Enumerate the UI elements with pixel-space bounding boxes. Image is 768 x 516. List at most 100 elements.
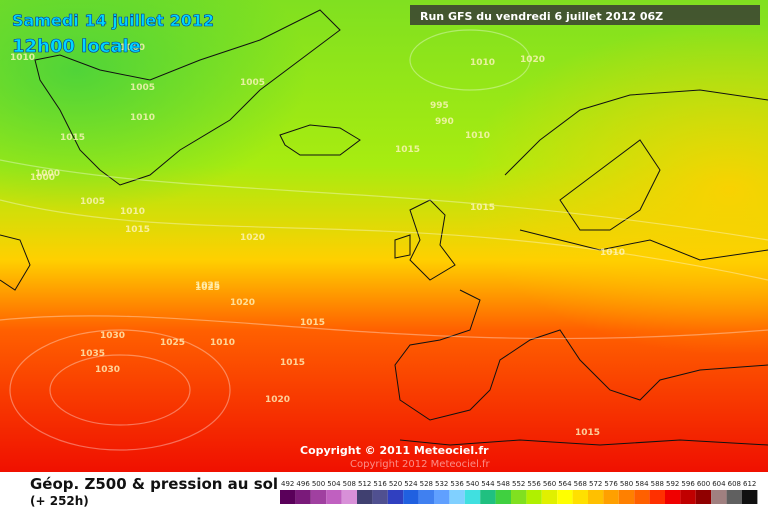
scale-label: 504 — [327, 480, 341, 488]
pressure-label: 1010 — [10, 53, 35, 63]
scale-label: 508 — [343, 480, 356, 488]
scale-swatch — [310, 490, 327, 504]
scale-swatch — [649, 490, 665, 504]
scale-swatch — [603, 490, 619, 504]
scale-swatch — [711, 490, 727, 504]
run-text: Run GFS du vendredi 6 juillet 2012 06Z — [420, 10, 663, 23]
pressure-label: 1015 — [395, 145, 420, 155]
scale-label: 604 — [712, 480, 726, 488]
scale-swatch — [357, 490, 373, 504]
pressure-label: 1035 — [80, 349, 105, 359]
pressure-label: 1020 — [240, 233, 265, 243]
scale-label: 536 — [450, 480, 464, 488]
scale-swatch — [326, 490, 342, 504]
pressure-label: 1025 — [195, 283, 220, 293]
scale-label: 556 — [527, 480, 541, 488]
scale-swatch — [449, 490, 465, 504]
scale-swatch — [511, 490, 527, 504]
scale-label: 588 — [651, 480, 664, 488]
scale-swatch — [403, 490, 419, 504]
copyright: Copyright © 2011 Meteociel.fr — [300, 444, 489, 457]
scale-label: 564 — [558, 480, 572, 488]
scale-swatch — [665, 490, 681, 504]
pressure-label: 1010 — [600, 248, 625, 258]
footer-title: Géop. Z500 & pression au sol — [30, 475, 278, 493]
pressure-label: 1005 — [240, 78, 265, 88]
scale-swatch — [434, 490, 450, 504]
scale-label: 592 — [666, 480, 679, 488]
scale-swatch — [726, 490, 742, 504]
scale-swatch — [341, 490, 357, 504]
scale-label: 568 — [574, 480, 587, 488]
pressure-label: 1010 — [210, 338, 235, 348]
scale-label: 544 — [481, 480, 495, 488]
pressure-label: 1020 — [520, 55, 545, 65]
scale-swatch — [742, 490, 758, 504]
scale-label: 572 — [589, 480, 602, 488]
pressure-label: 1000 — [120, 43, 145, 53]
scale-swatch — [557, 490, 573, 504]
scale-swatch — [618, 490, 635, 504]
pressure-label: 1015 — [280, 358, 305, 368]
date: Samedi 14 juillet 2012 — [12, 11, 214, 30]
scale-swatch — [572, 490, 588, 504]
pressure-label: 1000 — [35, 169, 60, 179]
scale-label: 600 — [697, 480, 710, 488]
scale-swatch — [634, 490, 650, 504]
scale-swatch — [588, 490, 604, 504]
isobars — [0, 29, 768, 451]
map-shade — [0, 0, 768, 472]
pressure-label: 1030 — [95, 365, 120, 375]
coastlines — [0, 9, 768, 446]
scale-label: 584 — [635, 480, 649, 488]
scale-swatch — [295, 490, 311, 504]
pressure-label: 995 — [430, 101, 449, 111]
pressure-label: 1015 — [125, 225, 150, 235]
scale-label: 516 — [373, 480, 387, 488]
pressure-label: 1020 — [230, 298, 255, 308]
scale-swatch — [418, 490, 434, 504]
scale-label: 576 — [604, 480, 618, 488]
scale-label: 532 — [435, 480, 448, 488]
scale-swatch — [495, 490, 511, 504]
scale-label: 596 — [681, 480, 695, 488]
pressure-label: 1010 — [130, 113, 155, 123]
pressure-label: 1025 — [160, 338, 185, 348]
copyright: Copyright 2012 Meteociel.fr — [350, 459, 491, 470]
scale-swatch — [680, 490, 696, 504]
scale-swatch — [372, 490, 388, 504]
scale-label: 524 — [404, 480, 418, 488]
scale-label: 608 — [728, 480, 741, 488]
pressure-label: 1015 — [300, 318, 325, 328]
pressure-label: 1005 — [80, 197, 105, 207]
scale-label: 540 — [466, 480, 479, 488]
scale-label: 560 — [543, 480, 556, 488]
run-banner — [410, 5, 760, 25]
pressure-label: 1010 — [470, 58, 495, 68]
scale-swatch — [480, 490, 496, 504]
scale-label: 492 — [281, 480, 294, 488]
scale-label: 500 — [312, 480, 325, 488]
scale-swatch — [695, 490, 712, 504]
pressure-label: 1030 — [100, 331, 125, 341]
scale-label: 496 — [296, 480, 310, 488]
pressure-label: 1025 — [195, 281, 220, 291]
pressure-label: 1010 — [465, 131, 490, 141]
scale-label: 520 — [389, 480, 402, 488]
time: 12h00 locale — [12, 36, 141, 57]
pressure-label: 1010 — [120, 207, 145, 217]
scale-label: 528 — [420, 480, 433, 488]
pressure-label: 1000 — [30, 173, 55, 183]
pressure-label: 1005 — [130, 83, 155, 93]
scale-label: 512 — [358, 480, 371, 488]
pressure-label: 990 — [435, 117, 454, 127]
scale-label: 548 — [497, 480, 510, 488]
scale-label: 580 — [620, 480, 633, 488]
pressure-label: 1015 — [60, 133, 85, 143]
scale-swatch — [464, 490, 481, 504]
pressure-label: 1015 — [470, 203, 495, 213]
footer-lead: (+ 252h) — [30, 494, 89, 508]
pressure-label: 1020 — [265, 395, 290, 405]
scale-label: 612 — [743, 480, 756, 488]
